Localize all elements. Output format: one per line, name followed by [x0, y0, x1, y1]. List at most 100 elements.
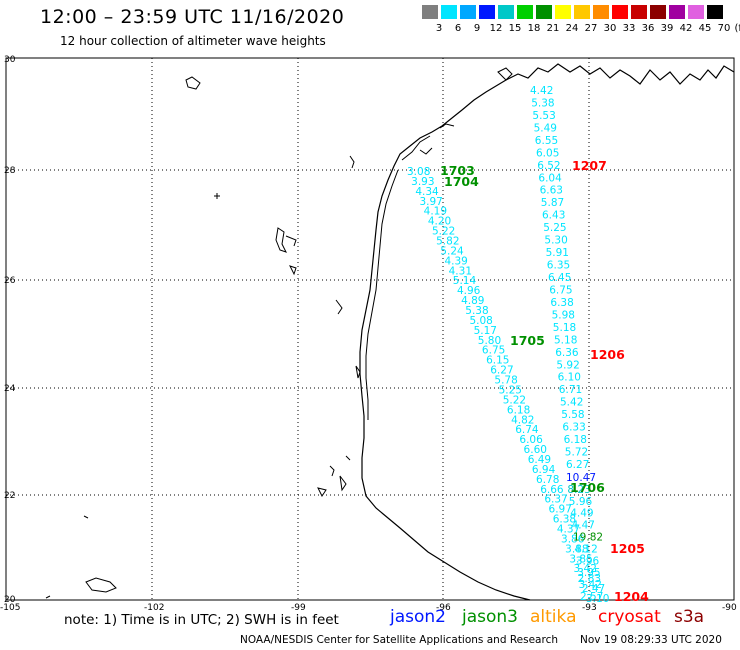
track-a-value: 6.94: [532, 464, 556, 476]
track-b-extra-value: 4.49: [570, 508, 593, 520]
track-a-value: 5.08: [469, 315, 492, 327]
colorbar-label: 12: [489, 23, 503, 34]
track-a-value: 6.06: [519, 434, 543, 446]
track-b-extra-value: 19.82: [573, 532, 603, 544]
pass-time-label: 1706: [570, 480, 605, 495]
track-a-value: 6.74: [515, 424, 539, 436]
track-b-value: 6.45: [548, 272, 571, 284]
track-a-value: 2.47: [582, 583, 605, 595]
colorbar-swatch: [536, 5, 552, 19]
track-a-value: 3.08: [407, 166, 430, 178]
colorbar-unit: (ft): [734, 23, 740, 34]
track-b-extra-value: 3.96: [576, 555, 600, 567]
colorbar-swatch: [707, 5, 723, 19]
track-b-value: 5.18: [554, 334, 577, 346]
colorbar-label: 42: [679, 23, 693, 34]
track-a-value: 5.25: [499, 384, 522, 396]
track-a-value: 5.82: [436, 236, 459, 248]
track-b-value: 5.58: [561, 409, 584, 421]
track-a-value: 4.89: [461, 295, 484, 307]
colorbar-swatch: [517, 5, 533, 19]
track-b-value: 5.92: [556, 359, 579, 371]
track-b-value: 6.10: [558, 372, 581, 384]
lat-label: 28: [4, 166, 16, 176]
colorbar-swatch: [612, 5, 628, 19]
track-a-value: 3.88: [565, 543, 588, 555]
track-b-value: 6.71: [559, 384, 582, 396]
track-b-value: 5.38: [531, 97, 554, 109]
track-a-value: 6.27: [490, 365, 513, 377]
track-b-value: 5.49: [534, 122, 557, 134]
legend-cryosat: cryosat: [598, 607, 661, 627]
colorbar-swatch: [688, 5, 704, 19]
track-a-value: 3.42: [574, 563, 597, 575]
lat-labels: 30 28 26 24 22 20: [4, 55, 16, 605]
track-a-value: 5.80: [478, 335, 501, 347]
track-a-value: 5.14: [453, 275, 477, 287]
barrier-island: [365, 169, 399, 420]
track-b-extra-value: 3.42: [579, 579, 602, 591]
colorbar-label: 3: [435, 23, 443, 34]
colorbar-label: 9: [473, 23, 481, 34]
track-a-value: 4.19: [424, 206, 447, 218]
track-a-value: 4.34: [415, 186, 439, 198]
track-b-value: 6.36: [555, 347, 579, 359]
track-b-extra-values: 10.478.235.964.494.4719.824.123.963.953.…: [566, 472, 603, 603]
lat-label: 30: [4, 55, 16, 65]
track-b-value: 5.53: [532, 110, 555, 122]
lat-lon-grid: [6, 58, 734, 600]
pass-time-label: 1206: [590, 347, 625, 362]
track-a-value: 6.15: [486, 355, 509, 367]
track-a-value: 6.37: [544, 494, 567, 506]
colorbar-swatch: [441, 5, 457, 19]
generation-timestamp: Nov 19 08:29:33 UTC 2020: [580, 634, 722, 646]
lon-label: -93: [582, 603, 597, 613]
legend-s3a: s3a: [674, 607, 705, 627]
lat-label: 20: [4, 595, 16, 605]
colorbar-label: 27: [584, 23, 598, 34]
pass-time-label: 1205: [610, 541, 645, 556]
map-title: 12:00 – 23:59 UTC 11/16/2020: [40, 6, 345, 28]
track-b-value: 5.42: [560, 397, 583, 409]
pass-time-label: 1705: [510, 333, 545, 348]
track-b-extra-value: 10.47: [566, 472, 596, 484]
colorbar-swatch: [593, 5, 609, 19]
colorbar-swatch: [460, 5, 476, 19]
pass-time-label: 1704: [444, 174, 479, 189]
lat-label: 26: [4, 276, 16, 286]
colorbar-label: 21: [546, 23, 560, 34]
colorbar-label: 45: [698, 23, 712, 34]
track-b-value: 6.43: [542, 210, 565, 222]
track-b-value: 5.91: [546, 247, 569, 259]
track-a-value: 6.75: [482, 345, 505, 357]
colorbar-swatch: [422, 5, 438, 19]
colorbar-swatch: [574, 5, 590, 19]
track-b-value: 5.98: [552, 309, 575, 321]
track-a-value: 2.83: [578, 573, 601, 585]
colorbar-swatch: [650, 5, 666, 19]
pass-time-label: 1207: [572, 158, 607, 173]
colorbar-label: 70: [717, 23, 731, 34]
track-b-values: 4.425.385.535.496.556.056.526.046.635.87…: [530, 85, 589, 471]
track-b-value: 6.52: [537, 160, 560, 172]
lon-label: -105: [0, 603, 20, 613]
lon-labels: -105 -102 -99 -96 -93 -90: [0, 603, 737, 613]
track-a-value: 5.38: [465, 305, 488, 317]
track-b-value: 5.72: [565, 447, 588, 459]
colorbar-swatch: [555, 5, 571, 19]
track-a-value: 5.78: [494, 375, 517, 387]
track-b-value: 6.05: [536, 147, 559, 159]
track-a-value: 5.22: [432, 226, 455, 238]
track-b-extra-value: 5.96: [569, 496, 593, 508]
map-subtitle: 12 hour collection of altimeter wave hei…: [60, 34, 326, 48]
track-b-extra-value: 8.23: [567, 484, 590, 496]
track-a-value: 4.37: [557, 523, 580, 535]
track-a-value: 3.93: [411, 176, 434, 188]
track-a-value: 6.66: [540, 484, 564, 496]
pass-time-label: 1703: [440, 163, 475, 178]
track-a-value: 6.38: [553, 514, 576, 526]
track-a-value: 4.31: [449, 265, 472, 277]
lat-label: 22: [4, 491, 15, 501]
